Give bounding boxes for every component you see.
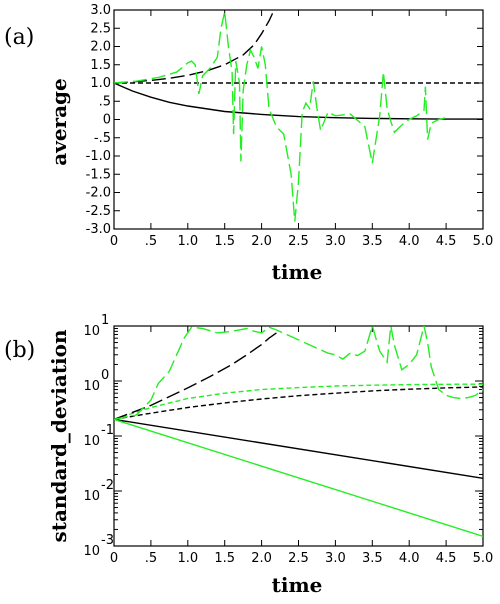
x-tick-label-a: 4.5 <box>436 234 457 249</box>
x-tick-label-a: 4.0 <box>399 234 420 249</box>
y-tick-label-a: -1.0 <box>86 149 111 164</box>
series-line-a-4-long-dash <box>114 11 447 222</box>
plot-frame-b <box>113 325 484 547</box>
y-tick-label-b: 10 <box>83 434 100 449</box>
axis-ticks-a: 0 .5 1.0 1.5 2.0 2.5 3.0 3.5 4.0 4.5 5.0 3.0 2.5 2.0 1… <box>86 3 494 249</box>
panel-standard-deviation: (b) standard_deviation time 0 .5 1.0 1.5 2.0… <box>4 313 493 597</box>
series-group-a <box>114 10 483 222</box>
y-tick-label-b: 10 <box>83 324 100 339</box>
y-tick-label-a: 3.0 <box>90 3 111 18</box>
x-tick-label-a: 3.0 <box>325 234 346 249</box>
series-line-a-3-long-dash <box>114 10 275 84</box>
x-tick-label-a: 5.0 <box>473 234 494 249</box>
x-tick-label-b: 0 <box>110 551 118 566</box>
series-line-b-6-long-dash <box>114 326 483 421</box>
axis-ticks-b: 0.5 1.0 1.5 2.0 2.5 3.0 3.5 4.0 4.5 5.010110010-1… <box>83 313 493 566</box>
x-tick-label-b: 2.0 <box>251 551 272 566</box>
y-tick-label-a: 0 <box>103 113 111 128</box>
y-tick-exponent-b: -2 <box>101 478 114 493</box>
series-line-b-4-short-dash <box>114 383 483 421</box>
y-tick-label-a: 1.0 <box>90 76 111 91</box>
x-tick-label-a: 0 <box>110 234 118 249</box>
y-tick-label-b: 10 <box>83 544 100 559</box>
y-axis-title-average: average <box>47 78 71 166</box>
x-tick-label-b: 4.0 <box>399 551 420 566</box>
panel-label-b: (b) <box>4 338 35 363</box>
y-tick-label-b: 10 <box>83 489 100 504</box>
x-tick-label-b: 3.0 <box>325 551 346 566</box>
y-tick-exponent-b: -3 <box>101 533 114 548</box>
series-line-b-2-solid <box>114 418 483 537</box>
x-axis-title-time-a: time <box>272 260 323 284</box>
x-tick-label-b: 1.0 <box>177 551 198 566</box>
y-tick-exponent-b: -1 <box>101 423 114 438</box>
panel-average: (a) average time 0 .5 1.0 1.5 2.0 2.5 3.0 3.5 4.… <box>4 3 493 284</box>
x-tick-label-b: .5 <box>145 551 157 566</box>
x-tick-label-b: 1.5 <box>214 551 235 566</box>
y-tick-label-a: -2.0 <box>86 186 111 201</box>
panel-label-a: (a) <box>4 25 34 50</box>
x-tick-label-a: 2.0 <box>251 234 272 249</box>
series-line-b-1-solid <box>114 418 483 479</box>
y-tick-exponent-b: 1 <box>101 313 109 328</box>
x-tick-label-b: 5.0 <box>473 551 494 566</box>
y-tick-label-b: 10 <box>83 379 100 394</box>
y-tick-label-a: .5 <box>99 94 111 109</box>
y-tick-label-a: 1.5 <box>90 58 111 73</box>
y-tick-label-a: -.5 <box>94 131 111 146</box>
x-tick-label-a: 3.5 <box>362 234 383 249</box>
x-tick-label-b: 2.5 <box>288 551 309 566</box>
series-group-b <box>114 326 483 537</box>
x-axis-title-time-b: time <box>272 573 323 597</box>
y-tick-label-a: -3.0 <box>86 222 111 237</box>
series-line-b-5-long-dash <box>114 332 277 421</box>
y-tick-label-a: 2.5 <box>90 21 111 36</box>
x-tick-label-a: 1.0 <box>177 234 198 249</box>
x-tick-label-a: 2.5 <box>288 234 309 249</box>
y-tick-label-a: -1.5 <box>86 167 111 182</box>
y-axis-title-standard-deviation: standard_deviation <box>47 329 71 543</box>
y-tick-exponent-b: 0 <box>101 368 109 383</box>
series-line-b-3-short-dash <box>114 386 483 421</box>
y-tick-label-a: 2.0 <box>90 40 111 55</box>
y-tick-label-a: -2.5 <box>86 204 111 219</box>
x-tick-label-b: 3.5 <box>362 551 383 566</box>
x-tick-label-b: 4.5 <box>436 551 457 566</box>
series-line-a-2-solid <box>114 82 483 120</box>
x-tick-label-a: .5 <box>145 234 157 249</box>
x-tick-label-a: 1.5 <box>214 234 235 249</box>
